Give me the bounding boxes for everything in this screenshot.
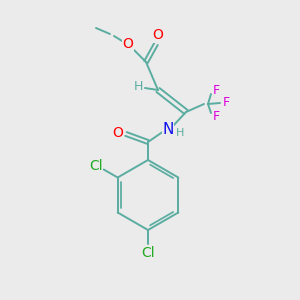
Text: H: H: [133, 80, 143, 94]
Text: O: O: [123, 37, 134, 51]
Text: O: O: [112, 126, 123, 140]
Text: F: F: [212, 83, 220, 97]
Text: N: N: [162, 122, 174, 137]
Text: O: O: [153, 28, 164, 42]
Text: F: F: [222, 95, 230, 109]
Text: Cl: Cl: [89, 158, 103, 172]
Text: Cl: Cl: [141, 246, 155, 260]
Text: H: H: [176, 128, 184, 138]
Text: F: F: [212, 110, 220, 122]
